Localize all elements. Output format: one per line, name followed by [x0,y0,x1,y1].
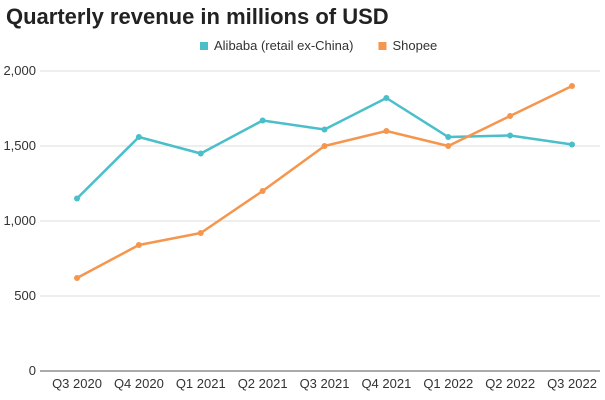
data-point [74,275,80,281]
y-tick-label: 0 [29,363,36,378]
data-point [507,132,514,139]
y-tick-label: 1,000 [3,213,36,228]
data-point [445,134,452,140]
data-point [321,126,328,133]
x-tick-label: Q3 2022 [547,376,597,391]
x-tick-label: Q2 2021 [238,376,288,391]
series-line [76,84,573,280]
y-tick-label: 500 [14,288,36,303]
x-tick-label: Q4 2021 [361,376,411,391]
data-point [445,143,452,149]
data-point [383,128,390,134]
data-point [259,117,266,124]
data-point [135,134,142,140]
data-point [507,113,514,119]
x-tick-label: Q1 2022 [423,376,473,391]
chart-title: Quarterly revenue in millions of USD [6,4,389,29]
data-point [321,143,328,149]
data-point [569,83,575,89]
legend-label: Alibaba (retail ex-China) [214,38,353,53]
data-point [383,95,390,101]
x-tick-label: Q3 2020 [52,376,102,391]
data-point [74,195,80,202]
legend-swatch [378,42,387,50]
data-point [259,188,266,194]
data-point [569,141,575,148]
x-tick-label: Q4 2020 [114,376,164,391]
legend-label: Shopee [392,38,437,53]
legend-swatch [200,42,208,50]
data-point [197,150,204,157]
data-point [197,230,204,236]
data-point [135,242,142,248]
y-tick-label: 1,500 [3,138,36,153]
x-tick-label: Q3 2021 [300,376,350,391]
x-tick-label: Q2 2022 [485,376,535,391]
y-tick-label: 2,000 [3,63,36,78]
x-tick-label: Q1 2021 [176,376,226,391]
